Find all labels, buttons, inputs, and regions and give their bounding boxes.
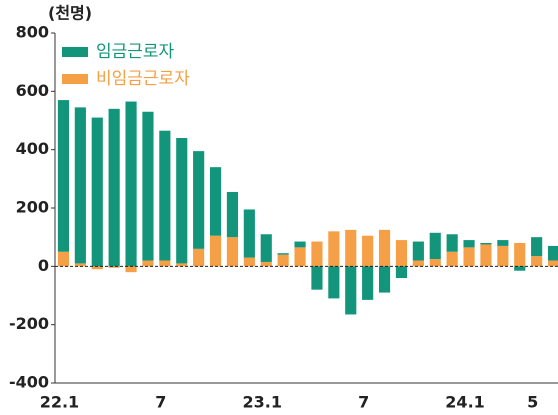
bar [159, 260, 171, 267]
y-tick-label: 400 [16, 139, 49, 158]
bar [412, 260, 424, 267]
bar [142, 260, 154, 267]
bar [345, 229, 357, 267]
bar [311, 266, 323, 290]
y-tick-label: -400 [9, 373, 49, 392]
bar [328, 231, 340, 267]
bar [395, 266, 408, 278]
bar [446, 234, 458, 252]
legend-swatch [62, 47, 88, 57]
bar [57, 100, 70, 252]
bar [159, 130, 171, 261]
bar [260, 261, 272, 267]
bar [294, 247, 306, 267]
bar [294, 241, 306, 248]
bar [277, 253, 289, 255]
bar [311, 241, 323, 267]
bar [193, 151, 205, 249]
bar [497, 240, 509, 246]
bar [260, 234, 272, 262]
x-tick-label: 7 [358, 393, 369, 412]
bar [497, 245, 509, 267]
bar [378, 229, 391, 267]
bar [378, 266, 391, 293]
bar [108, 266, 120, 268]
y-tick-label: 600 [16, 81, 49, 100]
legend-label: 임금근로자 [96, 42, 175, 62]
bar [125, 266, 137, 273]
bar [328, 266, 340, 299]
bar [514, 243, 526, 267]
bar [176, 263, 188, 267]
x-tick-label: 5 [527, 393, 538, 412]
bar [463, 240, 475, 248]
bar [226, 237, 239, 267]
y-tick-label: 0 [38, 256, 49, 275]
x-tick-label: 7 [155, 393, 166, 412]
bar [209, 167, 222, 236]
bar [193, 248, 205, 267]
bar [412, 241, 424, 261]
bar [480, 243, 492, 245]
bar [395, 240, 408, 267]
bar [480, 244, 492, 267]
unit-label: (천명) [48, 4, 92, 23]
bar [547, 245, 558, 261]
bar [74, 107, 86, 264]
bar [547, 260, 558, 267]
x-tick-label: 23.1 [243, 393, 282, 412]
y-tick-label: 800 [16, 23, 49, 42]
bar [125, 101, 137, 267]
y-tick-label: 200 [16, 198, 49, 217]
bar [243, 209, 255, 258]
bar [176, 138, 188, 264]
bar [91, 117, 103, 267]
bar [514, 266, 526, 271]
y-tick-label: -200 [9, 314, 49, 333]
bar [531, 256, 543, 267]
x-tick-label: 22.1 [40, 393, 79, 412]
bar [243, 257, 255, 267]
legend-swatch [62, 74, 88, 84]
bar [362, 235, 374, 267]
bar [142, 111, 154, 261]
bar [57, 251, 70, 267]
bar [429, 232, 441, 260]
legend-label: 비임금근로자 [96, 69, 190, 89]
bar [446, 251, 458, 267]
bar [209, 235, 222, 267]
bar [345, 266, 357, 315]
bar [429, 259, 441, 267]
bar [108, 108, 120, 267]
bar [74, 263, 86, 267]
bar [277, 254, 289, 267]
bar [91, 266, 103, 270]
bar [362, 266, 374, 300]
bar [226, 191, 239, 238]
bar [531, 237, 543, 257]
bar [463, 247, 475, 267]
x-tick-label: 24.1 [445, 393, 484, 412]
